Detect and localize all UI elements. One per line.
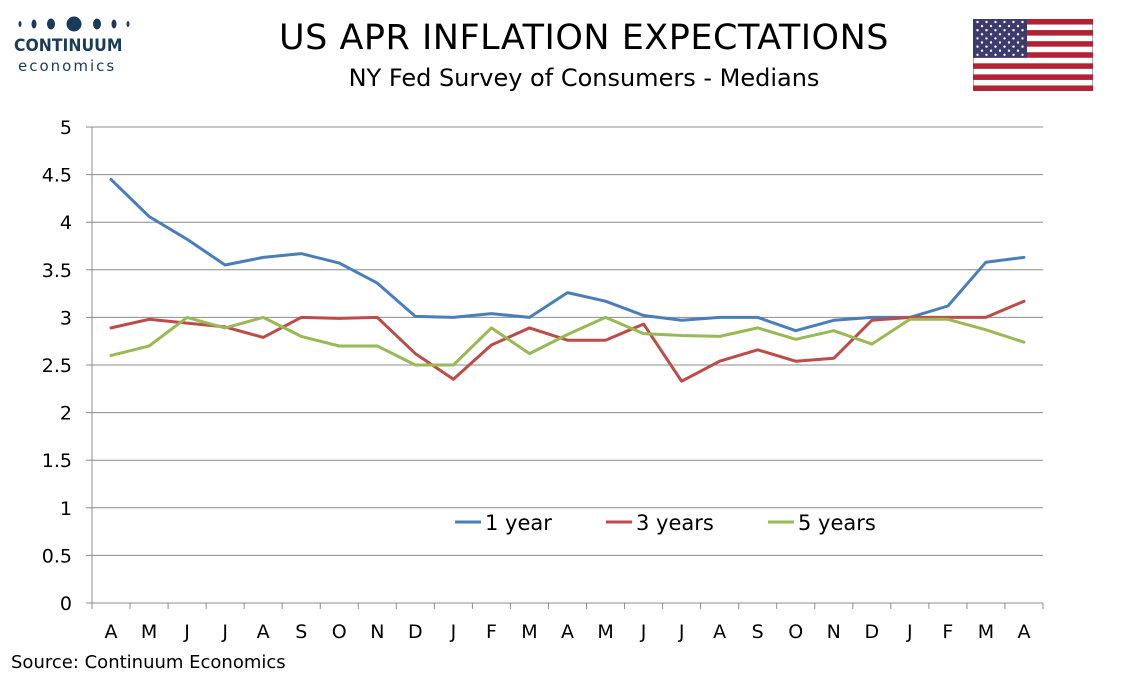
page-subtitle: NY Fed Survey of Consumers - Medians — [348, 64, 820, 92]
y-tick-label: 0.5 — [42, 545, 72, 567]
x-tick-label: A — [713, 621, 726, 643]
y-tick-label: 2 — [60, 403, 72, 425]
x-tick-label: S — [295, 621, 307, 643]
chart-series — [109, 177, 1026, 383]
x-tick-label: F — [942, 621, 953, 643]
y-tick-label: 1.5 — [42, 450, 72, 472]
x-tick-label: J — [221, 621, 228, 643]
x-tick-label: M — [978, 621, 994, 643]
logo-name: CONTINUUM — [14, 36, 123, 56]
x-tick-label: F — [486, 621, 497, 643]
x-tick-label: N — [827, 621, 841, 643]
legend-label: 3 years — [636, 511, 714, 535]
y-tick-label: 5 — [60, 117, 72, 139]
x-tick-label: A — [257, 621, 270, 643]
logo-subtitle: economics — [18, 57, 117, 75]
y-tick-label: 0 — [60, 593, 72, 615]
series-line-3-years — [109, 299, 1026, 383]
source-note: Source: Continuum Economics — [11, 652, 286, 673]
x-tick-label: N — [370, 621, 384, 643]
x-tick-label: A — [105, 621, 118, 643]
x-tick-label: D — [864, 621, 879, 643]
y-tick-label: 2.5 — [42, 355, 72, 377]
x-tick-label: M — [141, 621, 157, 643]
continuum-economics-logo: CONTINUUM economics — [14, 14, 144, 76]
y-axis-ticks: 0 0.5 1 1.5 2 2.5 3 3.5 4 4.5 5 — [42, 117, 92, 615]
x-tick-label: O — [788, 621, 803, 643]
x-tick-label: J — [678, 621, 685, 643]
legend-label: 1 year — [485, 511, 552, 535]
legend-label: 5 years — [798, 511, 876, 535]
chart-legend: 1 year 3 years 5 years — [455, 511, 876, 535]
x-tick-label: M — [597, 621, 613, 643]
y-tick-label: 4.5 — [42, 165, 72, 187]
logo-dots-icon — [18, 16, 130, 32]
x-tick-label: J — [640, 621, 647, 643]
series-line-5-years — [109, 315, 1026, 367]
y-tick-label: 3 — [60, 307, 72, 329]
x-tick-label: D — [408, 621, 423, 643]
us-flag-icon — [973, 19, 1093, 91]
page-title: US APR INFLATION EXPECTATIONS — [279, 18, 889, 58]
x-tick-label: O — [332, 621, 347, 643]
y-tick-label: 4 — [60, 212, 72, 234]
y-tick-label: 1 — [60, 498, 72, 520]
x-tick-label: J — [450, 621, 457, 643]
x-tick-label: J — [906, 621, 913, 643]
series-line-1-year — [109, 177, 1026, 333]
x-tick-label: A — [1017, 621, 1030, 643]
x-tick-label: A — [561, 621, 574, 643]
x-tick-label: J — [183, 621, 190, 643]
y-tick-label: 3.5 — [42, 260, 72, 282]
x-tick-label: M — [521, 621, 537, 643]
x-tick-label: S — [752, 621, 764, 643]
